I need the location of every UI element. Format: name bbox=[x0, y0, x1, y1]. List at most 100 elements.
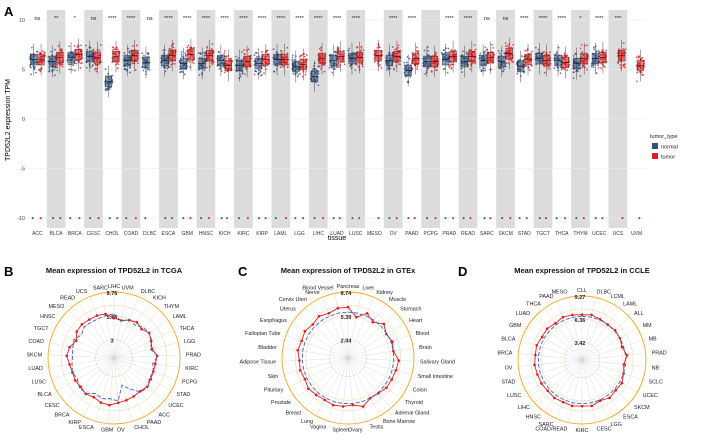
radar-spoke bbox=[568, 297, 583, 361]
radar-category-label: STAD bbox=[176, 392, 190, 398]
data-point bbox=[254, 52, 257, 54]
data-point bbox=[210, 47, 213, 50]
radar-category-label: Esophagus bbox=[260, 318, 287, 324]
data-point bbox=[303, 55, 306, 58]
data-point bbox=[224, 55, 227, 58]
data-point bbox=[406, 55, 409, 58]
data-point bbox=[291, 56, 294, 59]
data-point bbox=[581, 50, 584, 53]
data-point bbox=[333, 66, 336, 68]
data-point bbox=[73, 69, 76, 72]
data-point bbox=[172, 46, 175, 49]
data-point bbox=[411, 67, 414, 70]
data-point bbox=[261, 73, 263, 76]
data-point bbox=[48, 66, 51, 69]
radar-category-label: Brain bbox=[419, 345, 432, 351]
data-point bbox=[125, 217, 128, 220]
radar-spoke bbox=[347, 357, 381, 416]
data-point bbox=[142, 69, 145, 72]
radar-category-label: Spleen bbox=[332, 428, 349, 434]
data-point bbox=[579, 75, 582, 77]
data-point bbox=[318, 65, 320, 68]
data-point bbox=[186, 46, 189, 49]
radar-spoke bbox=[581, 327, 638, 361]
data-point bbox=[36, 51, 39, 54]
data-point bbox=[133, 62, 135, 65]
data-point bbox=[348, 47, 351, 50]
data-point bbox=[203, 69, 206, 72]
data-point bbox=[275, 68, 278, 71]
x-tick-label: KIRC bbox=[237, 231, 249, 237]
radar-series-point bbox=[112, 316, 116, 320]
data-point bbox=[129, 71, 131, 74]
data-point bbox=[350, 67, 353, 70]
radar-series-point bbox=[536, 373, 539, 376]
data-point bbox=[343, 63, 346, 66]
radar-series-point bbox=[598, 318, 602, 321]
radar-spoke bbox=[347, 312, 396, 359]
radar-series-point bbox=[571, 313, 574, 317]
panel-a-xlabel: tissue bbox=[328, 235, 346, 242]
radar-spoke bbox=[113, 357, 177, 380]
data-point bbox=[512, 43, 515, 46]
radar-category-label: Uterus bbox=[280, 306, 296, 312]
radar-spoke bbox=[347, 357, 368, 422]
data-point bbox=[563, 52, 566, 55]
data-point bbox=[461, 54, 464, 57]
radar-category-label: Testis bbox=[370, 425, 384, 431]
data-point bbox=[485, 53, 488, 56]
data-point bbox=[54, 74, 56, 77]
radar-spoke bbox=[113, 310, 160, 359]
data-point bbox=[392, 68, 395, 71]
x-tick-label: MESO bbox=[367, 231, 382, 237]
data-point bbox=[281, 52, 283, 54]
data-point bbox=[480, 70, 483, 73]
x-tick-label: LIHC bbox=[313, 231, 325, 237]
data-point bbox=[31, 217, 34, 220]
significance-label: **** bbox=[464, 16, 473, 22]
radar-spoke bbox=[347, 357, 355, 424]
data-point bbox=[404, 75, 407, 78]
data-point bbox=[465, 51, 468, 54]
data-point bbox=[472, 61, 475, 64]
radar-category-label: ESCA bbox=[79, 425, 94, 431]
data-point bbox=[395, 64, 398, 67]
radar-spoke bbox=[288, 357, 349, 388]
radar-spoke bbox=[347, 293, 362, 359]
data-point bbox=[592, 66, 595, 69]
data-point bbox=[593, 48, 596, 51]
data-point bbox=[523, 71, 525, 74]
data-point bbox=[572, 77, 575, 79]
data-point bbox=[246, 217, 249, 220]
data-point bbox=[57, 44, 60, 47]
data-point bbox=[51, 54, 53, 57]
data-point bbox=[48, 68, 51, 71]
data-point bbox=[362, 49, 365, 52]
data-point bbox=[264, 65, 266, 68]
data-point bbox=[403, 61, 406, 64]
radar-series-point bbox=[68, 345, 71, 349]
data-point bbox=[263, 72, 265, 75]
radar-spoke bbox=[347, 347, 414, 359]
data-point bbox=[537, 48, 540, 51]
data-point bbox=[416, 68, 419, 70]
data-point bbox=[203, 54, 206, 57]
radar-ring-label: 3.42 bbox=[575, 341, 586, 347]
radar-spoke bbox=[581, 301, 609, 361]
data-point bbox=[581, 66, 584, 69]
data-point bbox=[406, 61, 408, 64]
panel-c-radar: C Mean expression of TPD52L2 in GTEx 8.74… bbox=[238, 264, 455, 434]
data-point bbox=[223, 50, 226, 52]
data-point bbox=[525, 217, 528, 220]
radar-category-label: Fallopian Tube bbox=[245, 331, 280, 337]
data-point bbox=[261, 50, 263, 53]
data-point bbox=[211, 43, 214, 46]
data-point bbox=[434, 51, 437, 54]
radar-spoke bbox=[315, 357, 349, 416]
data-point bbox=[168, 47, 171, 50]
radar-series-point bbox=[580, 313, 584, 316]
radar-series-point bbox=[75, 330, 79, 333]
data-point bbox=[373, 60, 376, 63]
radar-spoke bbox=[64, 357, 115, 402]
radar-spoke bbox=[107, 357, 115, 424]
